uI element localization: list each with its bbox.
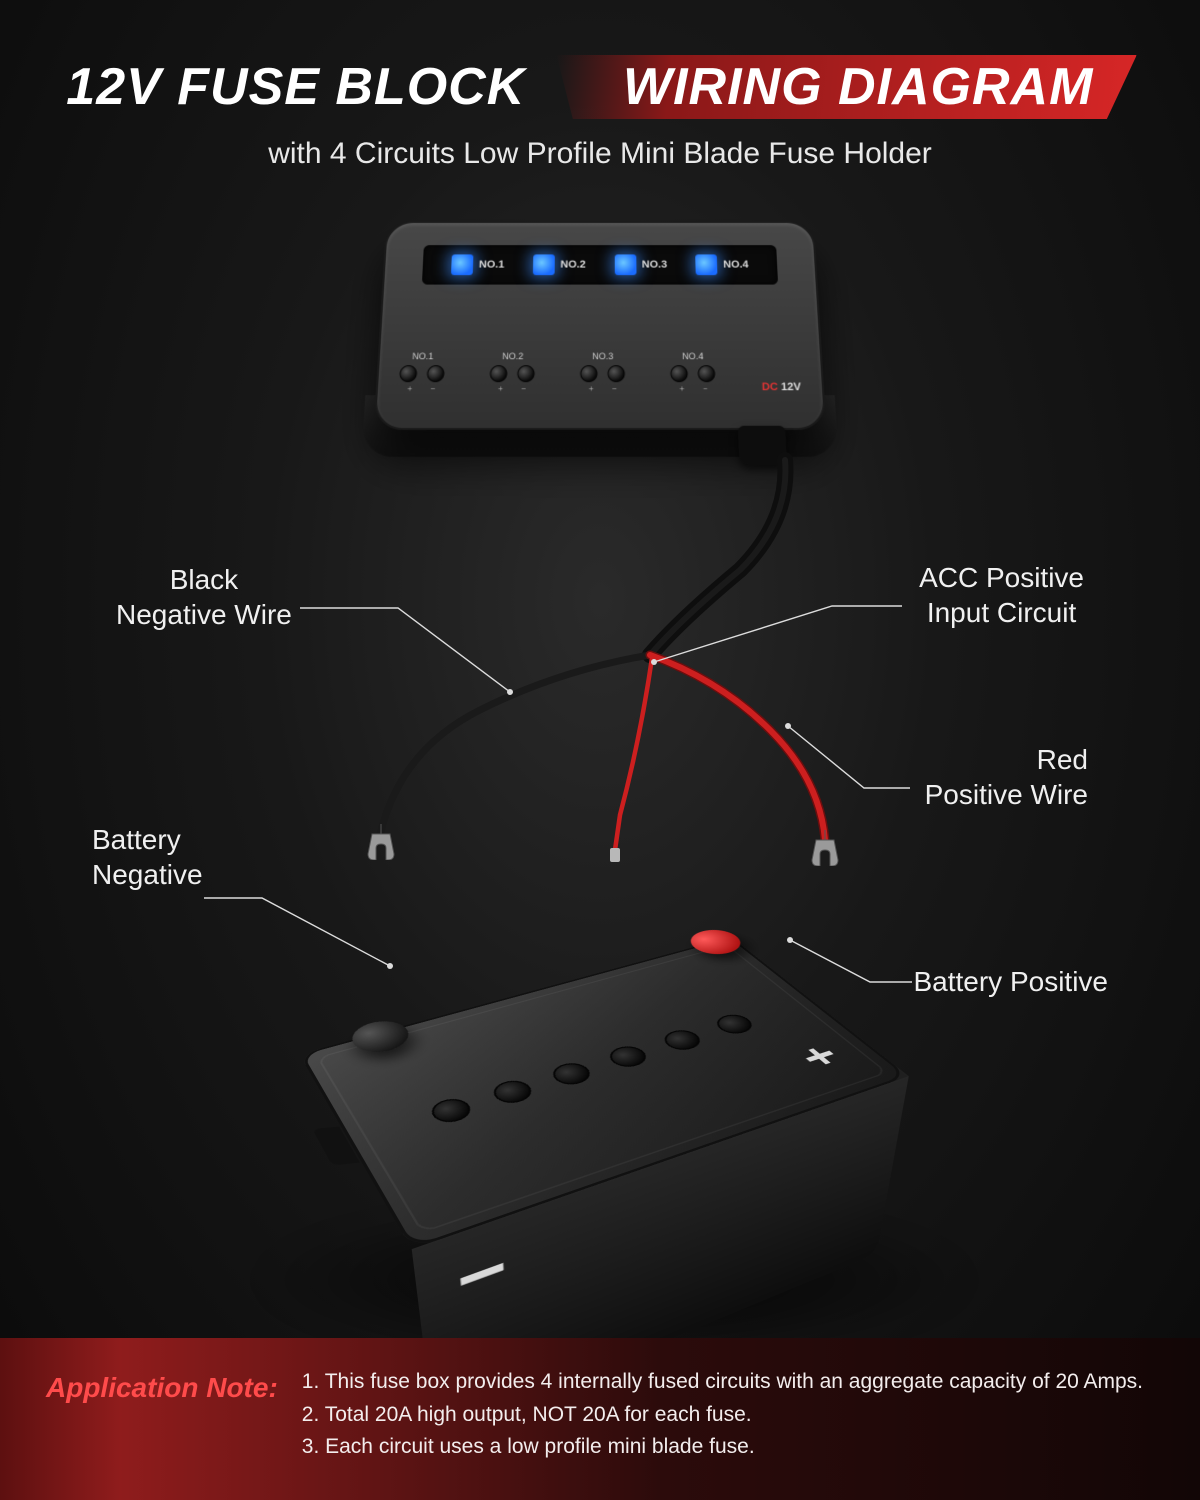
battery: − + [299,937,908,1249]
terminal-pin-icon [427,365,445,382]
terminal-group: NO.3 +− [580,351,625,393]
led-icon [533,254,555,275]
led-label: NO.3 [642,259,667,270]
terminal-row: NO.1 +− NO.2 +− NO.3 +− NO.4 +− DC 12V [399,351,802,393]
footer-line: 3. Each circuit uses a low profile mini … [302,1431,1143,1464]
acc-positive-wire [615,658,652,850]
title-part2-banner: WIRING DIAGRAM [550,55,1137,119]
led-item: NO.4 [695,254,749,275]
title-row: 12V FUSE BLOCK WIRING DIAGRAM [0,55,1200,119]
vent-icon [604,1043,652,1070]
terminal-pin-icon [608,365,625,382]
label-black-negative: Black Negative Wire [116,562,292,632]
terminal-pin-icon [671,365,689,382]
terminal-pin-icon [698,365,716,382]
terminal-pin-icon [517,365,535,382]
title-part1: 12V FUSE BLOCK [66,57,525,117]
label-line: Negative [92,857,203,892]
led-icon [695,254,717,275]
footer-line: 1. This fuse box provides 4 internally f… [302,1366,1143,1399]
led-label: NO.2 [560,259,585,270]
vent-icon [711,1012,759,1037]
led-item: NO.1 [451,254,505,275]
vent-icon [488,1077,537,1107]
led-icon [451,254,473,275]
device-body: NO.1 NO.2 NO.3 NO.4 NO.1 +− NO.2 +− NO.3… [373,221,826,430]
footer-line: 2. Total 20A high output, NOT 20A for ea… [302,1399,1143,1432]
plus-sign-icon: + [786,1036,853,1078]
led-label: NO.4 [723,259,749,270]
terminal-pin-icon [399,365,417,382]
v-label: 12V [781,381,802,393]
label-line: Black [116,562,292,597]
terminal-group: NO.4 +− [670,351,716,393]
label-red-positive: Red Positive Wire [925,742,1088,812]
dc12v-label: DC 12V [762,381,802,393]
wires-svg [0,420,1200,1020]
vent-icon [426,1095,476,1126]
footer-title: Application Note: [46,1366,278,1404]
led-icon [614,254,636,275]
terminal-group: NO.2 +− [489,351,535,393]
subtitle: with 4 Circuits Low Profile Mini Blade F… [0,137,1200,171]
footer-note: Application Note: 1. This fuse box provi… [0,1338,1200,1500]
led-item: NO.3 [614,254,667,275]
spade-connector-neg-icon [366,824,396,860]
red-positive-wire [650,655,825,840]
trunk-wire [650,460,785,655]
label-line: Input Circuit [919,595,1084,630]
black-negative-wire [380,655,650,835]
led-strip: NO.1 NO.2 NO.3 NO.4 [422,245,778,284]
terminal-group: NO.1 +− [399,351,446,393]
label-battery-negative: Battery Negative [92,822,203,892]
terminal-pin-icon [490,365,508,382]
battery-vents [426,1012,758,1127]
label-line: Battery [92,822,203,857]
terminal-label: NO.1 [412,351,434,361]
label-acc-positive: ACC Positive Input Circuit [919,560,1084,630]
terminal-label: NO.2 [502,351,523,361]
terminal-pin-icon [580,365,597,382]
label-line: Red [925,742,1088,777]
terminal-label: NO.4 [682,351,703,361]
battery-handle-icon [312,1126,360,1165]
led-item: NO.2 [533,254,586,275]
vent-icon [547,1060,596,1089]
battery-positive-post [682,926,750,959]
battery-negative-post [345,1016,416,1058]
label-line: Negative Wire [116,597,292,632]
vent-icon [658,1027,706,1053]
minus-sign-icon: − [453,1226,509,1321]
led-label: NO.1 [479,259,505,270]
battery-top: − + [299,937,908,1249]
acc-wire-tip-icon [610,848,620,862]
dc-label: DC [762,381,779,393]
cable-port-icon [738,426,787,465]
terminal-label: NO.3 [592,351,613,361]
label-line: Positive Wire [925,777,1088,812]
title-part2-text: WIRING DIAGRAM [623,57,1093,117]
label-battery-positive: Battery Positive [913,964,1108,999]
fuse-block-device: NO.1 NO.2 NO.3 NO.4 NO.1 +− NO.2 +− NO.3… [373,221,826,430]
label-line: ACC Positive [919,560,1084,595]
footer-lines: 1. This fuse box provides 4 internally f… [302,1366,1143,1464]
header: 12V FUSE BLOCK WIRING DIAGRAM with 4 Cir… [0,55,1200,171]
spade-connector-pos-icon [810,830,840,866]
